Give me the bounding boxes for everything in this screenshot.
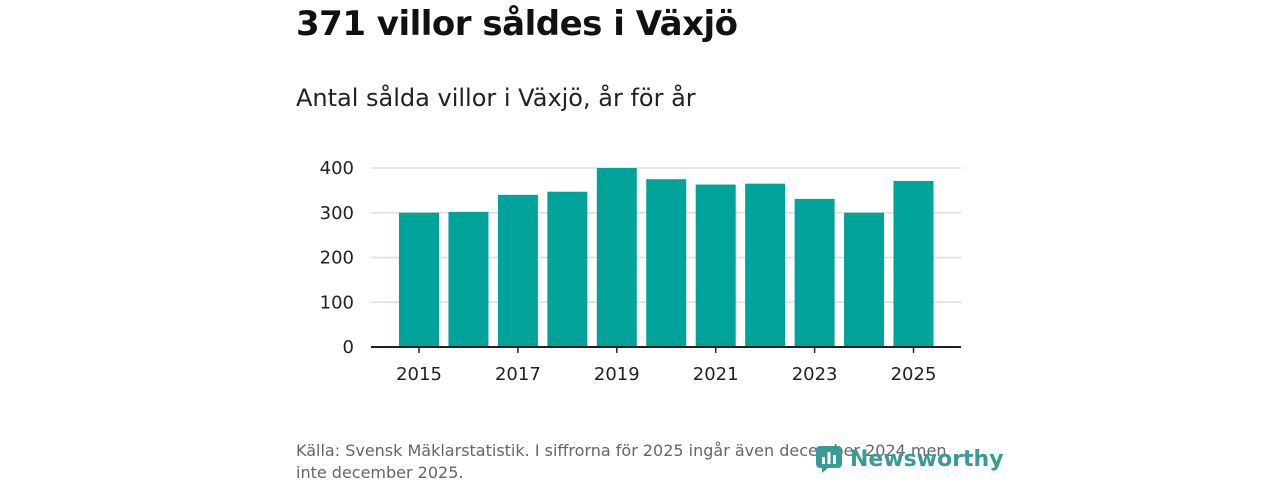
bars bbox=[399, 168, 934, 347]
x-tick-label-2019: 2019 bbox=[594, 364, 640, 385]
bar-chart: 0 100 200 300 400 2015 2017 2019 2021 2023 2025 bbox=[320, 158, 961, 385]
x-tick-label-2023: 2023 bbox=[792, 364, 838, 385]
bar-2018 bbox=[547, 191, 588, 347]
x-tick-label-2017: 2017 bbox=[495, 364, 541, 385]
y-tick-label-400: 400 bbox=[320, 158, 354, 179]
x-tick-label-2025: 2025 bbox=[891, 364, 937, 385]
y-tick-label-200: 200 bbox=[320, 248, 354, 269]
newsworthy-logo: Newsworthy bbox=[814, 444, 1004, 474]
x-tick-label-2021: 2021 bbox=[693, 364, 739, 385]
axes: 0 100 200 300 400 2015 2017 2019 2021 2023 2025 bbox=[320, 158, 961, 385]
y-tick-label-300: 300 bbox=[320, 203, 354, 224]
bar-2016 bbox=[448, 211, 489, 347]
bar-2024 bbox=[844, 212, 885, 347]
newsworthy-logo-icon bbox=[816, 446, 842, 473]
bar-2023 bbox=[794, 198, 835, 347]
bar-2020 bbox=[646, 179, 687, 347]
bar-2021 bbox=[695, 184, 736, 347]
bar-2025 bbox=[893, 180, 934, 347]
bar-2019 bbox=[596, 168, 637, 347]
bar-2022 bbox=[745, 183, 786, 347]
newsworthy-logo-text: Newsworthy bbox=[850, 446, 1004, 472]
chart-subtitle: Antal sålda villor i Växjö, år för år bbox=[296, 84, 696, 112]
bar-2015 bbox=[399, 212, 439, 347]
y-tick-label-0: 0 bbox=[343, 337, 354, 358]
source-note: Källa: Svensk Mäklarstatistik. I siffror… bbox=[296, 441, 947, 482]
bar-2017 bbox=[497, 194, 538, 347]
y-tick-label-100: 100 bbox=[320, 292, 354, 313]
x-tick-label-2015: 2015 bbox=[396, 364, 442, 385]
chart-title: 371 villor såldes i Växjö bbox=[296, 4, 738, 44]
